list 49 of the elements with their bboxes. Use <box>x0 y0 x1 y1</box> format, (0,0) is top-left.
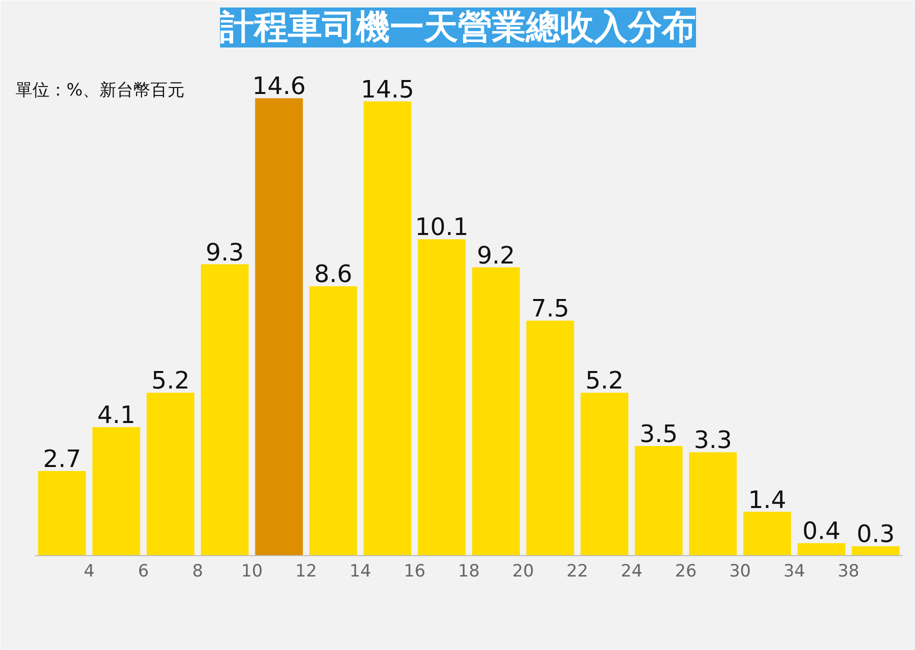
data-label: 0.4 <box>802 517 841 546</box>
data-label: 10.1 <box>415 213 468 242</box>
text: 12 <box>295 562 317 582</box>
bar <box>38 471 86 556</box>
data-label: 8.6 <box>314 260 352 288</box>
bar <box>418 239 466 556</box>
data-label: 3.5 <box>640 420 678 448</box>
bar <box>634 446 683 556</box>
text: 8 <box>192 562 204 582</box>
text: 30 <box>729 562 751 582</box>
bar <box>743 512 792 556</box>
bar <box>92 427 140 556</box>
data-label: 9.2 <box>476 241 516 270</box>
text: 16 <box>404 562 426 582</box>
text: 6 <box>138 562 149 582</box>
text: 18 <box>458 562 480 582</box>
text: 38 <box>838 562 860 582</box>
text: 20 <box>512 562 534 582</box>
data-label: 5.2 <box>151 366 190 395</box>
text: 34 <box>783 562 806 582</box>
data-label: 4.1 <box>97 401 136 430</box>
chart-subtitle: 單位：%、新台幣百元 <box>16 80 185 100</box>
data-label: 2.7 <box>42 445 82 474</box>
data-label: 5.2 <box>585 366 624 395</box>
chart-title: 計程車司機一天營業總收入分布 <box>219 8 696 48</box>
text: 4 <box>84 562 95 582</box>
bar <box>526 320 574 556</box>
bar <box>200 264 249 556</box>
text: 10 <box>241 562 263 582</box>
data-label: 7.5 <box>531 294 570 323</box>
bar <box>852 546 900 556</box>
data-label: 14.5 <box>360 75 414 104</box>
bar <box>146 392 194 556</box>
data-label: 1.4 <box>748 486 786 514</box>
text: 26 <box>675 562 697 582</box>
bar <box>309 286 358 556</box>
data-label: 9.3 <box>206 238 244 266</box>
text: 22 <box>566 562 588 582</box>
bar <box>364 101 412 556</box>
text: 24 <box>620 562 642 582</box>
bar <box>255 98 303 556</box>
data-label: 14.6 <box>252 72 306 100</box>
data-label: 0.3 <box>856 520 895 548</box>
bar <box>580 392 628 556</box>
text: 14 <box>350 562 372 582</box>
bar <box>472 267 520 556</box>
bar <box>689 452 737 556</box>
data-label: 3.3 <box>694 426 732 454</box>
bar <box>798 543 846 556</box>
